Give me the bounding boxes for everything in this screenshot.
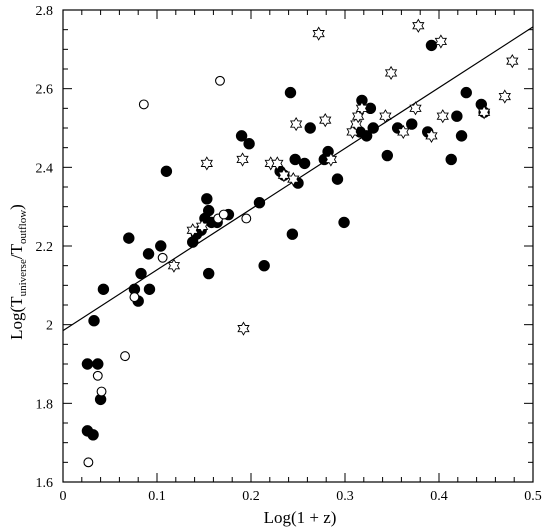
data-point-filled	[455, 130, 468, 142]
data-point-filled	[338, 216, 350, 229]
data-point-star	[271, 156, 284, 171]
x-tick-label: 0.5	[524, 489, 542, 504]
data-point-filled	[451, 110, 463, 122]
data-point-filled	[97, 283, 110, 295]
data-point-filled	[235, 130, 248, 142]
data-point-open	[129, 292, 140, 303]
data-point-filled	[87, 429, 99, 441]
data-point-star	[506, 54, 519, 69]
data-point-filled	[88, 315, 100, 327]
data-point-star	[277, 168, 291, 183]
data-point-filled	[203, 267, 215, 280]
x-tick-label: 0	[60, 489, 67, 504]
data-point-star	[355, 101, 369, 116]
data-point-star	[379, 109, 392, 124]
data-point-filled	[160, 165, 173, 177]
y-tick-label: 2	[46, 319, 53, 334]
axis-ticks: 0 0.1 0.2 0.3 0.4 0.5 1.6 1.8 2 2.2 2.4 2.6 2.8	[36, 4, 542, 504]
data-point-star	[477, 105, 491, 120]
data-point-filled	[203, 204, 215, 217]
data-point-filled	[142, 248, 155, 260]
x-tick-label: 0.2	[242, 489, 260, 504]
axes	[62, 9, 534, 483]
data-point-star	[436, 109, 449, 124]
data-point-star	[312, 26, 325, 41]
data-point-star	[434, 34, 448, 49]
data-point-filled	[364, 102, 377, 115]
data-point-star	[195, 219, 209, 234]
y-tick-label: 2.6	[36, 83, 54, 98]
data-point-filled	[298, 157, 311, 170]
y-axis-title-sub2: outflow	[17, 210, 29, 244]
y-tick-label: 2.2	[36, 240, 54, 255]
data-point-open	[241, 213, 252, 224]
y-axis-title-sub1: universe	[17, 259, 29, 296]
data-point-filled	[425, 39, 438, 52]
data-point-star	[289, 116, 303, 132]
data-point-star	[409, 101, 422, 116]
x-tick-label: 0.4	[430, 489, 448, 504]
data-point-star	[167, 258, 181, 273]
data-point-open	[218, 209, 229, 220]
data-point-star	[236, 152, 249, 167]
data-point-open	[96, 386, 107, 397]
data-point-filled	[360, 130, 373, 142]
data-point-filled	[460, 86, 472, 99]
data-point-open	[138, 99, 149, 110]
y-axis-title-end: )	[7, 204, 26, 210]
x-axis-title: Log(1 + z)	[264, 508, 337, 527]
data-point-filled	[243, 138, 255, 150]
data-point-star	[200, 156, 213, 171]
data-point-filled	[201, 193, 213, 205]
data-point-filled	[123, 232, 135, 244]
data-point-filled	[155, 240, 167, 252]
data-point-filled	[286, 228, 299, 240]
plot-frame	[62, 9, 534, 483]
data-point-star	[412, 18, 425, 33]
data-point-star	[425, 128, 438, 143]
data-point-filled	[406, 118, 418, 130]
data-point-star	[237, 321, 250, 336]
y-tick-label: 1.8	[36, 397, 54, 412]
data-point-star	[324, 152, 338, 167]
data-point-filled	[284, 86, 297, 99]
y-tick-label: 2.8	[36, 4, 54, 19]
data-point-open	[120, 351, 130, 362]
y-tick-label: 1.6	[36, 476, 54, 491]
data-point-open	[92, 370, 103, 381]
y-tick-label: 2.4	[36, 161, 54, 176]
data-point-filled	[445, 153, 457, 166]
x-tick-label: 0.1	[148, 489, 166, 504]
data-point-star	[319, 113, 332, 128]
data-points	[81, 18, 519, 468]
x-tick-label: 0.3	[336, 489, 354, 504]
data-point-filled	[253, 197, 266, 209]
data-point-filled	[135, 267, 147, 280]
y-axis-title-mid: /T	[7, 243, 26, 259]
data-point-filled	[92, 358, 104, 370]
data-point-filled	[331, 173, 344, 185]
y-axis-title-main: Log(T	[7, 296, 26, 340]
data-point-star	[397, 124, 410, 140]
data-point-filled	[304, 122, 316, 134]
data-point-open	[215, 75, 225, 86]
data-point-filled	[143, 283, 156, 295]
data-point-open	[157, 252, 168, 263]
data-point-star	[384, 65, 398, 81]
data-point-star	[498, 89, 511, 104]
y-axis-title: Log(Tuniverse/Toutflow)	[7, 204, 29, 340]
data-point-filled	[367, 122, 379, 134]
data-point-open	[83, 457, 94, 468]
data-point-filled	[258, 259, 270, 272]
data-point-filled	[289, 153, 301, 166]
data-point-filled	[381, 149, 393, 162]
data-point-star	[287, 172, 300, 187]
data-point-filled	[81, 358, 94, 370]
